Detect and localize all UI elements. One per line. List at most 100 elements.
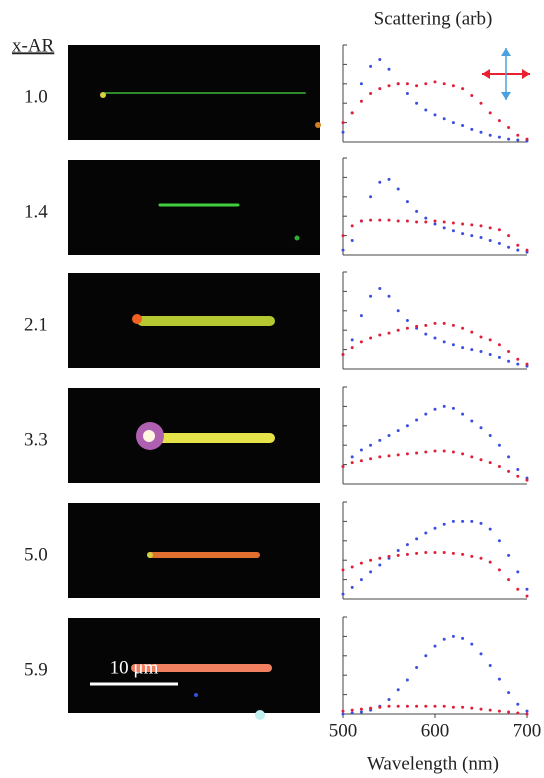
data-point bbox=[507, 359, 511, 363]
data-point bbox=[488, 352, 492, 356]
data-point bbox=[405, 200, 409, 204]
data-point bbox=[470, 330, 474, 334]
data-point bbox=[488, 527, 492, 531]
data-point bbox=[378, 563, 382, 567]
particle bbox=[255, 710, 265, 720]
data-point bbox=[442, 522, 446, 526]
data-point bbox=[516, 362, 520, 366]
data-point bbox=[451, 229, 455, 233]
data-point bbox=[507, 553, 511, 557]
data-point bbox=[470, 642, 474, 646]
data-point bbox=[516, 467, 520, 471]
data-point bbox=[479, 426, 483, 430]
data-point bbox=[470, 348, 474, 352]
data-point bbox=[359, 219, 363, 223]
data-point bbox=[470, 127, 474, 131]
data-point bbox=[378, 180, 382, 184]
data-point bbox=[461, 519, 465, 523]
data-point bbox=[350, 455, 354, 459]
data-point bbox=[415, 665, 419, 669]
data-point bbox=[488, 111, 492, 115]
data-point bbox=[396, 688, 400, 692]
data-point bbox=[516, 570, 520, 574]
data-point bbox=[396, 82, 400, 86]
data-point bbox=[461, 412, 465, 416]
data-point bbox=[387, 294, 391, 298]
data-point bbox=[424, 654, 428, 658]
data-point bbox=[415, 324, 419, 328]
particle bbox=[294, 235, 300, 241]
data-point bbox=[396, 429, 400, 433]
data-point bbox=[350, 111, 354, 115]
data-point bbox=[433, 550, 437, 554]
data-point bbox=[479, 521, 483, 525]
data-point bbox=[405, 82, 409, 86]
data-point bbox=[470, 93, 474, 97]
data-point bbox=[488, 461, 492, 465]
micrograph bbox=[68, 160, 320, 255]
data-point bbox=[350, 338, 354, 342]
data-point bbox=[497, 228, 501, 232]
micrograph bbox=[68, 503, 320, 598]
data-point bbox=[415, 101, 419, 105]
data-point bbox=[516, 711, 520, 715]
data-point bbox=[442, 117, 446, 121]
data-point bbox=[507, 455, 511, 459]
data-point bbox=[350, 461, 354, 465]
data-point bbox=[470, 706, 474, 710]
data-point bbox=[461, 636, 465, 640]
data-point bbox=[461, 222, 465, 226]
data-point bbox=[378, 455, 382, 459]
data-point bbox=[341, 568, 345, 572]
data-point bbox=[525, 362, 529, 366]
data-point bbox=[442, 404, 446, 408]
data-point bbox=[415, 84, 419, 88]
data-point bbox=[341, 592, 345, 596]
data-point bbox=[341, 465, 345, 469]
data-point bbox=[442, 449, 446, 453]
data-point bbox=[479, 652, 483, 656]
data-point bbox=[497, 539, 501, 543]
data-point bbox=[415, 704, 419, 708]
data-point bbox=[341, 709, 345, 713]
data-point bbox=[516, 702, 520, 706]
data-point bbox=[405, 452, 409, 456]
data-point bbox=[387, 177, 391, 181]
data-point bbox=[424, 216, 428, 220]
data-point bbox=[507, 245, 511, 249]
data-point bbox=[396, 549, 400, 552]
particle bbox=[143, 430, 155, 442]
data-point bbox=[359, 710, 363, 714]
data-point bbox=[378, 556, 382, 560]
particle bbox=[100, 92, 106, 98]
data-point bbox=[405, 678, 409, 682]
data-point bbox=[433, 336, 437, 340]
data-point bbox=[507, 469, 511, 473]
data-point bbox=[470, 554, 474, 558]
data-point bbox=[359, 448, 363, 452]
data-point bbox=[507, 125, 511, 129]
data-point bbox=[387, 218, 391, 222]
data-point bbox=[396, 187, 400, 191]
data-point bbox=[378, 286, 382, 290]
data-point bbox=[433, 321, 437, 325]
data-point bbox=[405, 326, 409, 330]
data-point bbox=[350, 224, 354, 228]
data-point bbox=[516, 474, 520, 478]
data-point bbox=[470, 519, 474, 523]
data-point bbox=[424, 332, 428, 336]
data-point bbox=[433, 526, 437, 530]
data-point bbox=[341, 234, 345, 238]
data-point bbox=[442, 220, 446, 224]
particle bbox=[194, 693, 198, 697]
data-point bbox=[415, 220, 419, 224]
data-point bbox=[497, 135, 501, 139]
data-point bbox=[461, 326, 465, 330]
data-point bbox=[396, 219, 400, 223]
data-point bbox=[424, 108, 428, 112]
data-point bbox=[378, 333, 382, 337]
data-point bbox=[396, 309, 400, 313]
data-point bbox=[507, 578, 511, 582]
data-point bbox=[442, 226, 446, 230]
data-point bbox=[525, 478, 529, 482]
